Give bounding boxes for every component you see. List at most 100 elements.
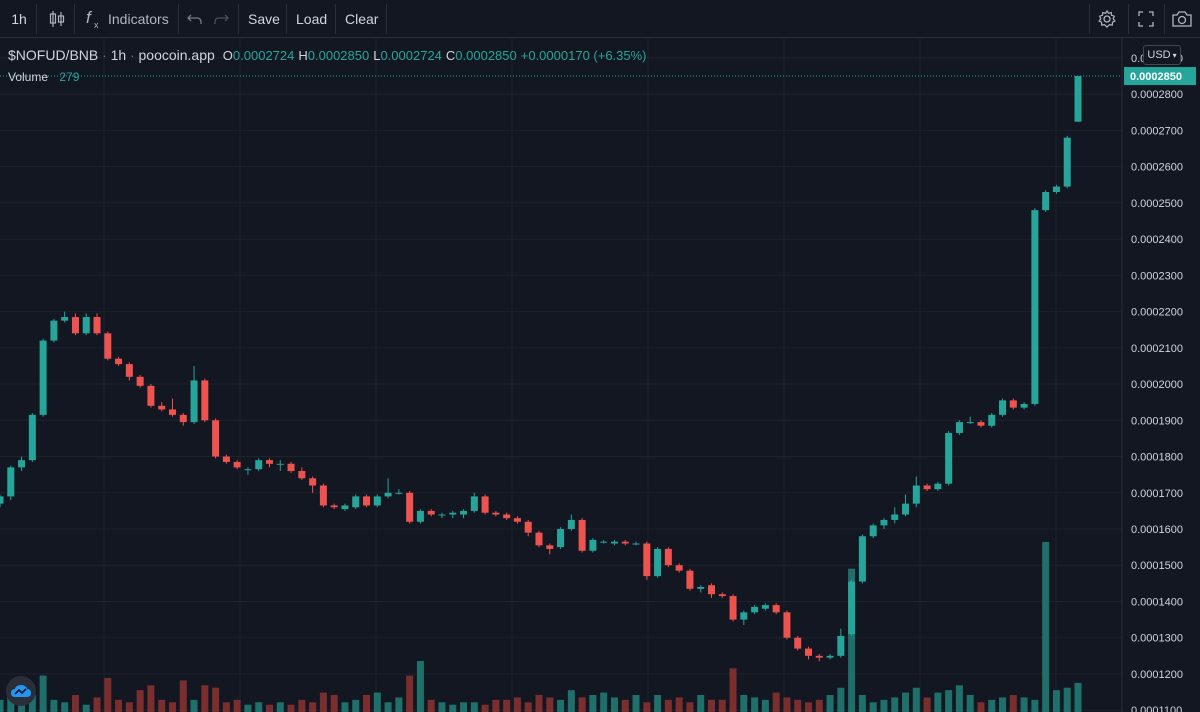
candle-body: [524, 521, 532, 533]
volume-bar: [427, 699, 435, 712]
candle-body: [115, 358, 123, 365]
candle-body: [7, 467, 15, 497]
volume-bar: [632, 695, 640, 712]
candle-body: [902, 503, 910, 515]
screenshot-button[interactable]: [1171, 0, 1193, 38]
candle-body: [880, 519, 888, 526]
candle-body: [427, 510, 435, 515]
volume-bar: [406, 675, 414, 712]
interval-button[interactable]: 1h: [10, 0, 28, 38]
load-label: Load: [296, 11, 328, 27]
candle-body: [1074, 76, 1082, 122]
candle-body: [136, 376, 144, 386]
volume-bar: [589, 695, 597, 712]
tradingview-logo[interactable]: [6, 676, 36, 706]
volume-bar: [7, 697, 15, 712]
candle-body: [287, 463, 295, 472]
candle-body: [470, 496, 478, 511]
volume-bar: [912, 687, 920, 712]
volume-bar: [363, 695, 371, 712]
candle-body: [535, 532, 543, 546]
chart-type-button[interactable]: [45, 0, 69, 38]
undo-button[interactable]: [186, 0, 204, 38]
volume-bar: [115, 699, 123, 712]
volume-bar: [945, 690, 953, 712]
clear-button[interactable]: Clear: [345, 0, 378, 38]
candle-body: [999, 400, 1007, 415]
price-axis-tick: 0.0001100: [1131, 705, 1182, 712]
candle-body: [298, 471, 306, 479]
currency-selector[interactable]: USD ▾: [1143, 45, 1181, 65]
fullscreen-button[interactable]: [1136, 0, 1156, 38]
candle-body: [384, 492, 392, 497]
volume-bar: [201, 685, 209, 712]
indicators-button[interactable]: f x Indicators: [84, 0, 169, 38]
volume-bar: [460, 702, 468, 712]
candle-body: [557, 529, 565, 548]
price-axis-tick: 0.0002700: [1131, 125, 1183, 137]
close-value: 0.0002850: [455, 47, 517, 63]
volume-bar: [212, 687, 220, 712]
settings-button[interactable]: [1097, 0, 1117, 38]
volume-bar: [902, 692, 910, 712]
gear-icon: [1098, 9, 1116, 28]
volume-bar: [869, 702, 877, 712]
high-key: H: [298, 47, 308, 63]
price-axis-tick: 0.0002000: [1131, 379, 1183, 391]
volume-bar: [513, 697, 521, 712]
price-axis-tick: 0.0002100: [1131, 343, 1183, 355]
volume-bar: [190, 699, 198, 712]
volume-bar: [546, 697, 554, 712]
volume-bar: [664, 699, 672, 712]
high-value: 0.0002850: [307, 47, 370, 63]
volume-bar: [600, 692, 608, 712]
candle-body: [1020, 403, 1028, 408]
volume-bar: [93, 697, 101, 712]
low-key: L: [373, 47, 381, 63]
price-axis-tick: 0.0002300: [1131, 270, 1183, 282]
price-axis-tick: 0.0001800: [1131, 452, 1183, 464]
chart-area[interactable]: 0.00029000.00028000.00027000.00026000.00…: [0, 38, 1200, 712]
change-value: +0.0000170 (+6.35%): [520, 47, 647, 63]
camera-icon: [1172, 11, 1192, 27]
candle-body: [546, 545, 554, 549]
candle-body: [201, 380, 209, 421]
candle-body: [740, 612, 748, 620]
volume-bar: [923, 697, 931, 712]
candle-body: [212, 420, 220, 457]
candle-body: [686, 570, 694, 589]
volume-bar: [233, 699, 241, 712]
candle-body: [93, 317, 101, 334]
save-button[interactable]: Save: [248, 0, 280, 38]
candle-body: [977, 422, 985, 426]
candle-body: [600, 541, 608, 543]
volume-bar: [772, 692, 780, 712]
load-button[interactable]: Load: [296, 0, 327, 38]
candle-body: [481, 496, 489, 513]
volume-bar: [330, 695, 338, 712]
function-icon: f x: [86, 8, 99, 30]
candle-body: [50, 320, 58, 341]
volume-bar: [1042, 542, 1050, 712]
candle-body: [104, 333, 112, 359]
candle-body: [654, 548, 662, 577]
volume-bar: [82, 704, 90, 712]
legend-interval: 1h: [110, 47, 127, 63]
volume-bar: [567, 690, 575, 712]
candle-body: [363, 496, 371, 506]
candle-body: [179, 414, 187, 423]
volume-bar: [1031, 699, 1039, 712]
candle-body: [190, 380, 198, 423]
price-chart[interactable]: 0.00029000.00028000.00027000.00026000.00…: [0, 38, 1200, 712]
candle-body: [158, 405, 166, 410]
candle-body: [718, 594, 726, 597]
candle-body: [1052, 186, 1060, 193]
candle-body: [858, 536, 866, 582]
candle-body: [449, 512, 457, 515]
candle-body: [869, 525, 877, 537]
volume-bar: [158, 699, 166, 712]
candle-body: [0, 496, 4, 504]
save-label: Save: [248, 11, 280, 27]
redo-button[interactable]: [212, 0, 230, 38]
last-price-badge: [1124, 67, 1196, 86]
